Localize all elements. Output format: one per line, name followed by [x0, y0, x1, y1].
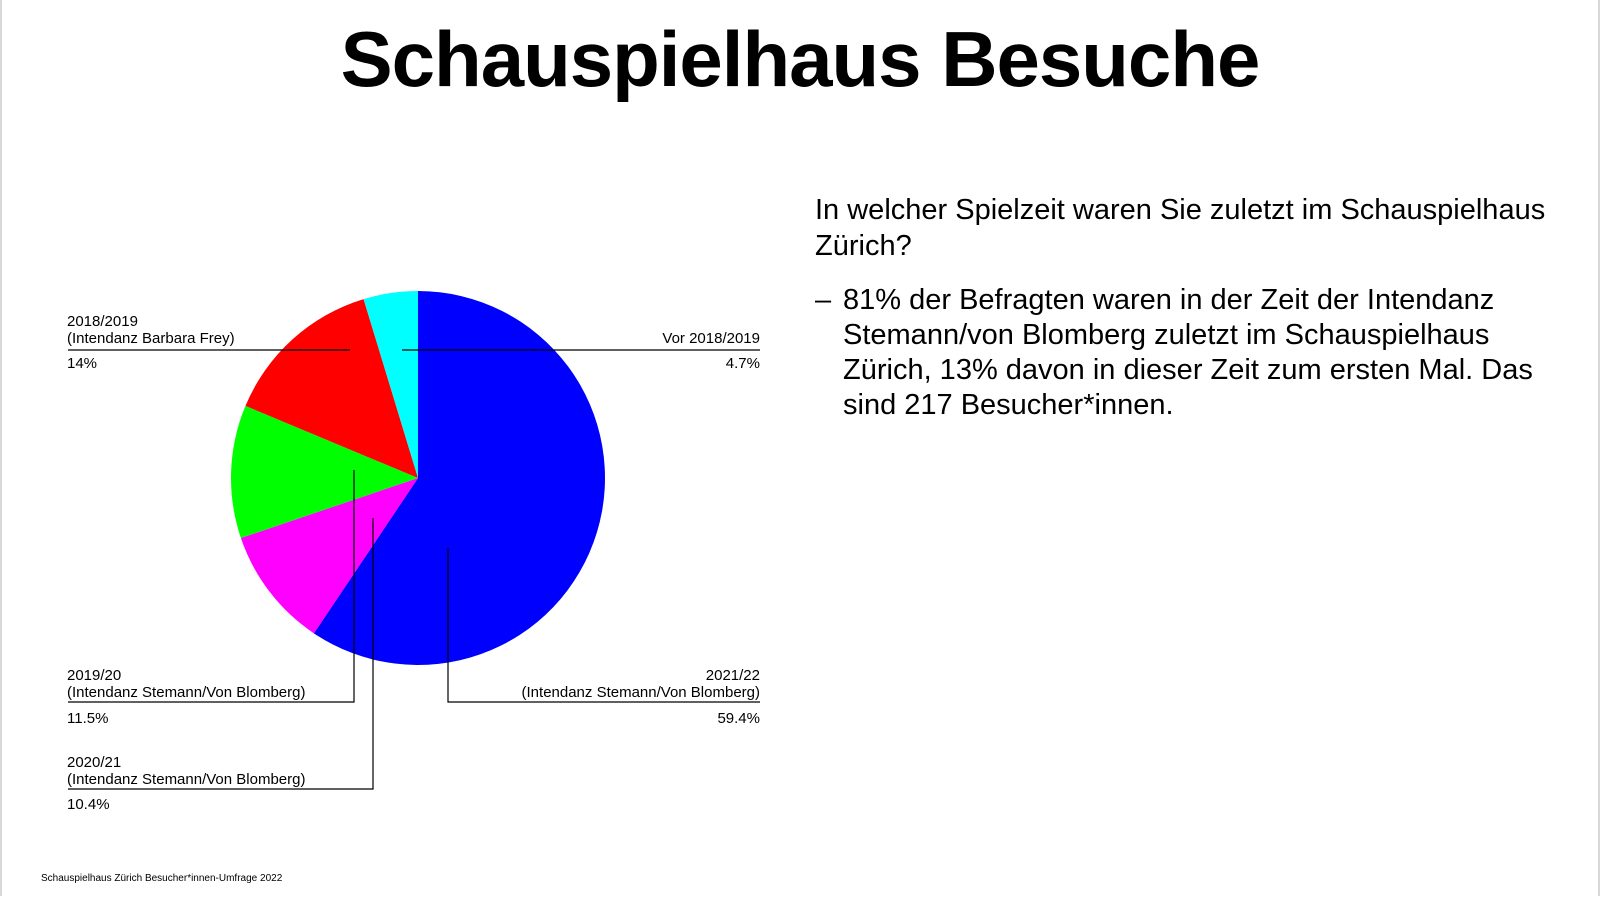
pie-slice-2021-22: [313, 291, 605, 665]
pie-slices: [230, 290, 605, 665]
callout-line-2019-20: [68, 470, 355, 703]
slice-label-2018-2019-line-0: 2018/2019: [67, 313, 138, 330]
source-footer: Schauspielhaus Zürich Besucher*innen-Umf…: [41, 873, 283, 884]
callout-line-2021-22: [447, 548, 760, 703]
slice-value-2021-22: 59.4%: [717, 710, 760, 727]
slice-label-2019-20-line-0: 2019/20: [67, 667, 121, 684]
slice-value-2018-2019: 14%: [67, 355, 97, 372]
pie-slice-2020-21: [240, 478, 418, 634]
pie-slice-2019-20: [230, 405, 418, 539]
callout-line-2020-21: [68, 518, 374, 790]
finding-bullet: –: [815, 284, 832, 316]
slice-value-vor-2018-2019: 4.7%: [726, 355, 760, 372]
slice-label-2020-21-line-1: (Intendanz Stemann/Von Blomberg): [67, 771, 305, 788]
key-finding: – 81% der Befragten waren in der Zeit de…: [815, 283, 1575, 423]
slice-label-2020-21-line-0: 2020/21: [67, 754, 121, 771]
survey-question: In welcher Spielzeit waren Sie zuletzt i…: [815, 194, 1546, 262]
slice-label-vor-2018-2019-line-0: Vor 2018/2019: [662, 330, 760, 347]
finding-text: 81% der Befragten waren in der Zeit der …: [843, 284, 1533, 421]
pie-slice-vor-2018-2019: [363, 290, 418, 478]
slice-value-2019-20: 11.5%: [67, 710, 108, 727]
page-title: Schauspielhaus Besuche: [340, 15, 1261, 103]
slice-label-2018-2019-line-1: (Intendanz Barbara Frey): [67, 330, 235, 347]
slice-value-2020-21: 10.4%: [67, 796, 110, 813]
slice-label-2021-22-line-1: (Intendanz Stemann/Von Blomberg): [522, 684, 760, 701]
slice-label-2019-20-line-1: (Intendanz Stemann/Von Blomberg): [67, 684, 305, 701]
slice-label-2021-22-line-0: 2021/22: [706, 667, 760, 684]
pie-callouts: 2021/22(Intendanz Stemann/Von Blomberg)5…: [67, 313, 760, 813]
pie-slice-2018-2019: [245, 299, 418, 478]
